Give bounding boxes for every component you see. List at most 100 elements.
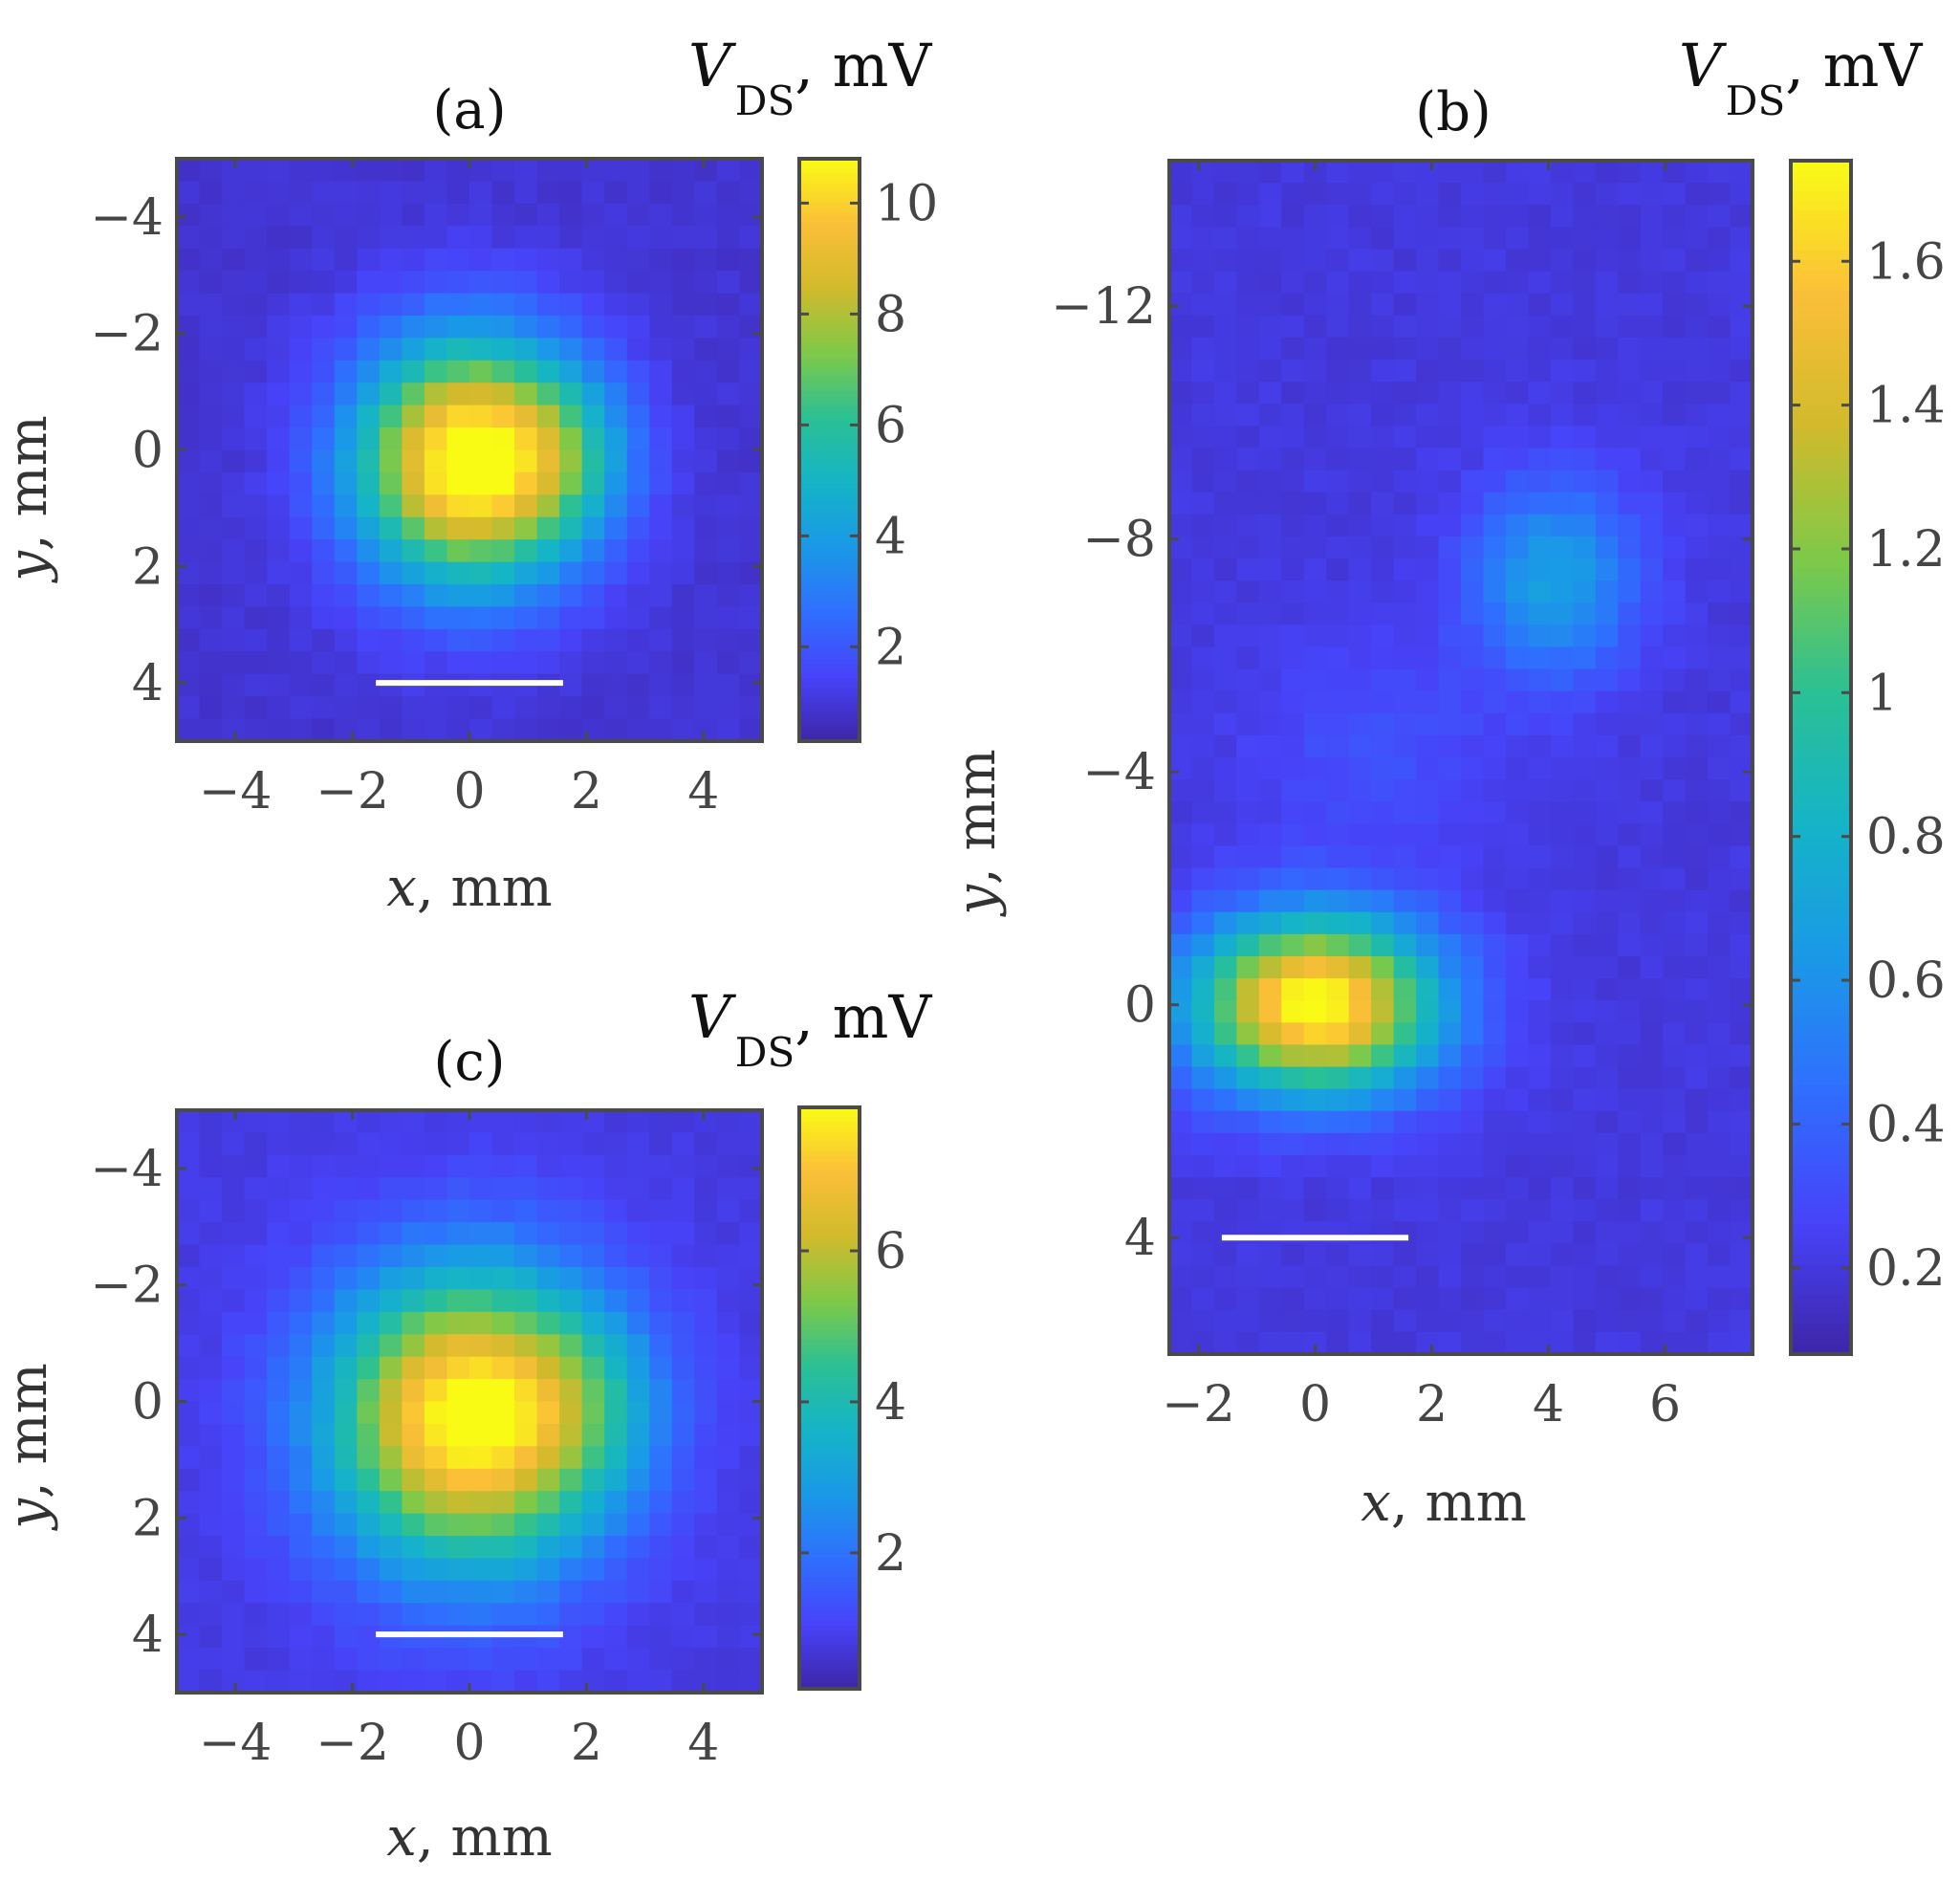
heatmap-cell	[1169, 227, 1193, 251]
heatmap-cell	[604, 1513, 628, 1537]
heatmap-cell	[1685, 580, 1709, 603]
x-axis-label: x, mm	[386, 1806, 552, 1869]
heatmap-cell	[716, 584, 741, 608]
heatmap-cell	[379, 696, 403, 720]
heatmap-cell	[424, 584, 448, 608]
heatmap-cell	[1483, 1088, 1507, 1112]
heatmap-cell	[1618, 1265, 1642, 1289]
heatmap-cell	[1685, 624, 1709, 648]
heatmap-cell	[1550, 757, 1574, 780]
heatmap-cell	[222, 1558, 246, 1582]
colorbar-step	[799, 1267, 860, 1273]
heatmap-cell	[446, 203, 470, 227]
heatmap-cell	[1326, 1287, 1350, 1311]
heatmap-cell	[716, 471, 741, 495]
heatmap-cell	[1685, 911, 1709, 935]
heatmap-cell	[1618, 1000, 1642, 1023]
heatmap-cell	[1730, 426, 1753, 449]
heatmap-cell	[222, 1446, 246, 1470]
heatmap-cell	[1730, 889, 1753, 913]
heatmap-cell	[177, 1334, 201, 1358]
heatmap-cell	[1550, 1199, 1574, 1222]
heatmap-cell	[334, 1603, 358, 1627]
heatmap-cell	[1618, 624, 1642, 648]
heatmap-cell	[559, 1379, 583, 1403]
colorbar-step	[1791, 339, 1851, 351]
heatmap-cell	[1550, 956, 1574, 979]
heatmap-cell	[199, 718, 223, 742]
heatmap-cell	[1461, 889, 1485, 913]
colorbar-step	[1791, 428, 1851, 440]
heatmap-cell	[222, 1132, 246, 1156]
heatmap-cell	[1371, 1221, 1395, 1245]
colorbar-step	[1791, 1294, 1851, 1305]
heatmap-cell	[1730, 1309, 1753, 1333]
heatmap-cell	[446, 516, 470, 540]
heatmap-cell	[244, 159, 268, 183]
colorbar-step	[799, 1122, 860, 1127]
heatmap-cell	[1303, 205, 1327, 228]
heatmap-cell	[1685, 889, 1709, 913]
heatmap-cell	[1528, 1331, 1552, 1355]
heatmap-cell	[402, 1244, 425, 1268]
heatmap-cell	[1550, 911, 1574, 935]
heatmap-cell	[559, 539, 583, 563]
y-tick-label: 4	[132, 1607, 163, 1664]
heatmap-cell	[649, 1177, 673, 1201]
heatmap-cell	[244, 449, 268, 473]
heatmap-cell	[1663, 1177, 1687, 1200]
heatmap-cell	[1483, 161, 1507, 184]
heatmap-cell	[334, 1356, 358, 1380]
colorbar-step	[1791, 1135, 1851, 1147]
heatmap-cell	[469, 181, 493, 205]
heatmap-cell	[536, 1423, 560, 1447]
heatmap-cell	[199, 1536, 223, 1560]
colorbar-step	[799, 1228, 860, 1235]
heatmap-cell	[1528, 1155, 1552, 1178]
heatmap-cell	[267, 1603, 291, 1627]
heatmap-cell	[1213, 734, 1237, 758]
heatmap-cell	[649, 1154, 673, 1178]
heatmap-cell	[1281, 205, 1305, 228]
colorbar-step	[799, 1325, 860, 1331]
heatmap-cell	[716, 181, 741, 205]
heatmap-cell	[739, 1603, 763, 1627]
heatmap-cell	[177, 427, 201, 451]
heatmap-cell	[1438, 271, 1462, 295]
heatmap-cell	[1550, 1110, 1574, 1134]
heatmap-cell	[379, 561, 403, 585]
colorbar-step	[799, 1310, 860, 1317]
heatmap-cell	[559, 405, 583, 428]
heatmap-cell	[1550, 823, 1574, 847]
heatmap-cell	[1371, 1066, 1395, 1090]
colorbar-step	[1791, 1145, 1851, 1156]
y-tick-label: 4	[132, 655, 163, 712]
heatmap-cell	[739, 360, 763, 383]
heatmap-cell	[536, 1603, 560, 1627]
heatmap-cell	[1258, 1177, 1282, 1200]
heatmap-cell	[716, 1648, 741, 1672]
heatmap-cell	[222, 1536, 246, 1560]
heatmap-cell	[1505, 580, 1529, 603]
heatmap-cell	[536, 539, 560, 563]
heatmap-cell	[1730, 1265, 1753, 1289]
heatmap-cell	[1213, 1155, 1237, 1178]
heatmap-cell	[739, 1132, 763, 1156]
heatmap-cell	[357, 1356, 381, 1380]
heatmap-cell	[1730, 293, 1753, 317]
heatmap-cell	[446, 718, 470, 742]
heatmap-cell	[222, 1222, 246, 1246]
heatmap-cell	[357, 1603, 381, 1627]
y-tick-label: −8	[1082, 512, 1156, 569]
heatmap-cell	[1708, 757, 1731, 780]
heatmap-cell	[1393, 757, 1417, 780]
heatmap-cell	[1169, 779, 1193, 802]
colorbar-step	[799, 1398, 860, 1404]
heatmap-cell	[1708, 889, 1731, 913]
heatmap-cell	[1528, 1000, 1552, 1023]
heatmap-cell	[1438, 470, 1462, 493]
heatmap-cell	[469, 516, 493, 540]
heatmap-cell	[649, 1379, 673, 1403]
heatmap-cell	[1685, 514, 1709, 537]
heatmap-cell	[379, 471, 403, 495]
